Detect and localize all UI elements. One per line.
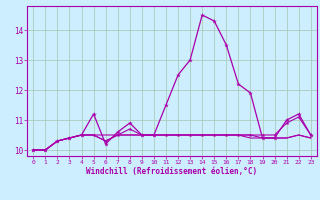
X-axis label: Windchill (Refroidissement éolien,°C): Windchill (Refroidissement éolien,°C) — [86, 167, 258, 176]
